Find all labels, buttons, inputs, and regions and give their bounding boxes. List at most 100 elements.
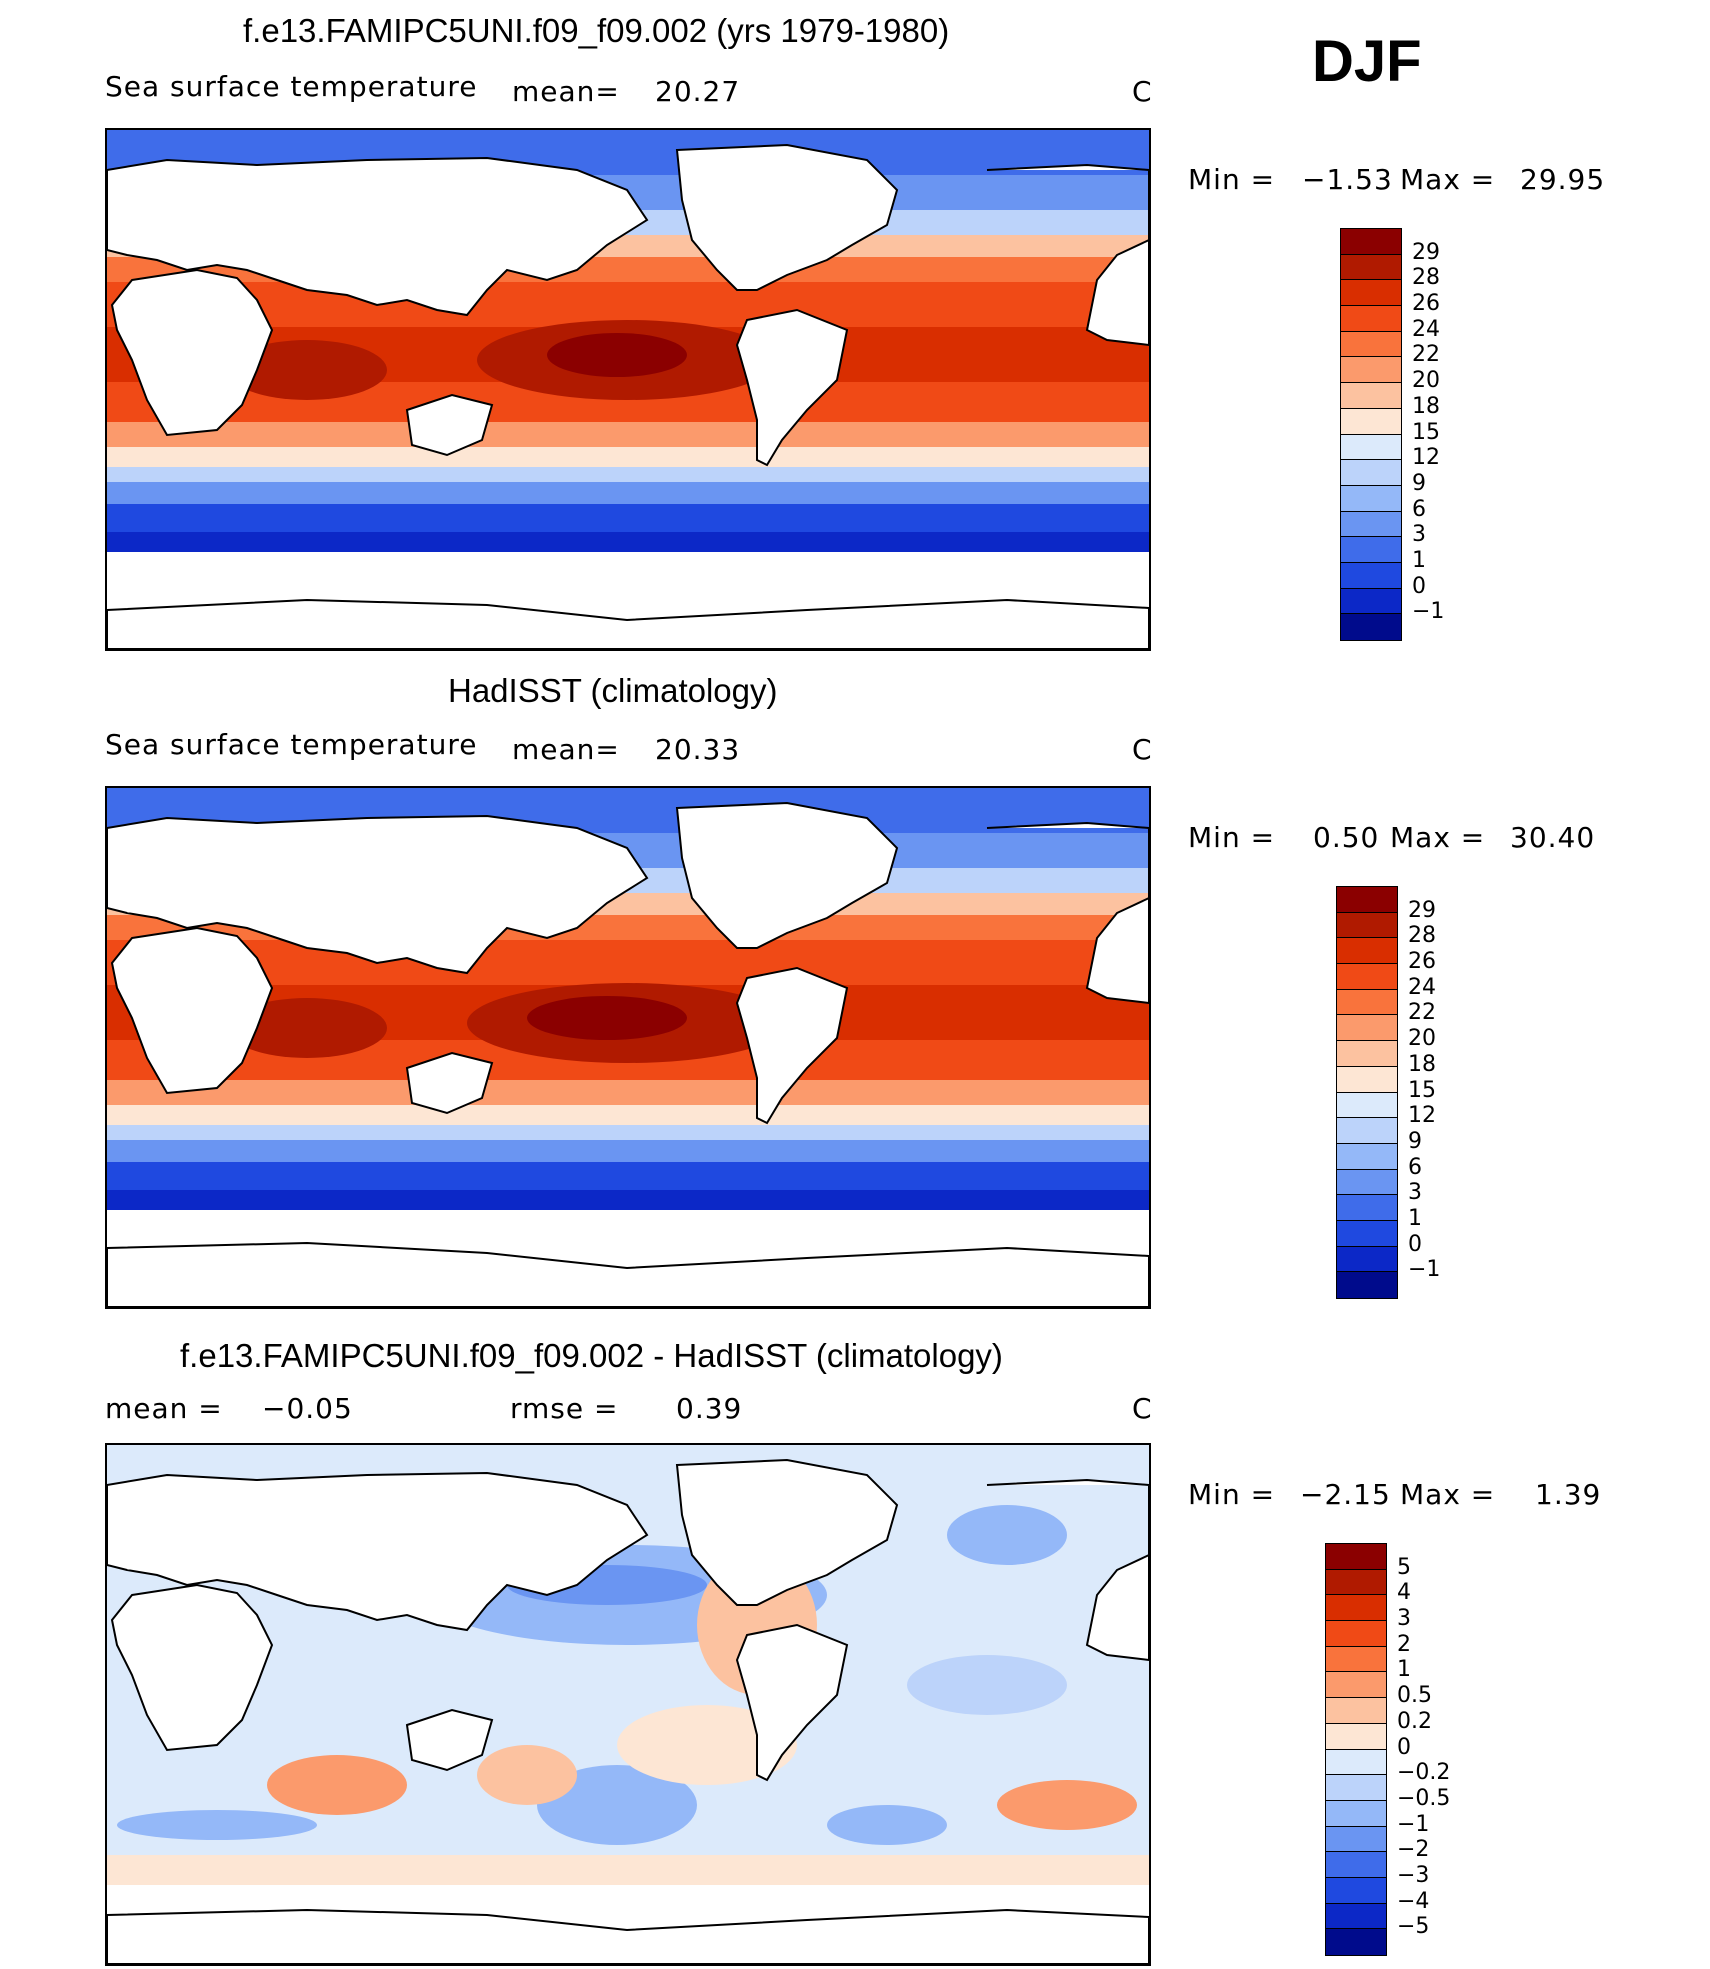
colorbar-tick-label: −4 xyxy=(1397,1888,1430,1914)
colorbar-tick-label: 1 xyxy=(1397,1657,1411,1683)
colorbar-swatch xyxy=(1326,1775,1386,1801)
panel-1-min-value: −1.53 xyxy=(1302,163,1393,196)
panel-2-map xyxy=(105,786,1151,1309)
panel-1-max-value: 29.95 xyxy=(1520,163,1606,196)
panel-1-colorbar xyxy=(1340,228,1402,641)
colorbar-swatch xyxy=(1341,562,1401,589)
colorbar-swatch xyxy=(1326,1544,1386,1570)
panel-2-variable-label: Sea surface temperature xyxy=(105,728,478,761)
colorbar-tick-label: 20 xyxy=(1412,368,1440,394)
panel-3-units: C xyxy=(1132,1392,1153,1425)
colorbar-swatch xyxy=(1341,254,1401,281)
colorbar-tick-label: 12 xyxy=(1408,1103,1436,1129)
colorbar-swatch xyxy=(1326,1698,1386,1724)
panel-3-rmse-value: 0.39 xyxy=(676,1392,743,1425)
colorbar-tick-label: −1 xyxy=(1397,1811,1430,1837)
colorbar-swatch xyxy=(1341,511,1401,538)
colorbar-swatch xyxy=(1337,1041,1397,1067)
colorbar-swatch xyxy=(1337,1092,1397,1119)
panel-2-colorbar xyxy=(1336,886,1398,1299)
colorbar-swatch xyxy=(1326,1646,1386,1673)
colorbar-swatch xyxy=(1341,357,1401,384)
colorbar-swatch xyxy=(1337,887,1397,913)
colorbar-swatch xyxy=(1326,1929,1386,1955)
colorbar-tick-label: 0 xyxy=(1397,1734,1411,1760)
panel-1-min-label: Min = xyxy=(1188,163,1276,196)
colorbar-swatch xyxy=(1326,1877,1386,1904)
colorbar-tick-label: 1 xyxy=(1408,1205,1422,1231)
colorbar-tick-label: 3 xyxy=(1408,1180,1422,1206)
colorbar-swatch xyxy=(1337,1195,1397,1221)
colorbar-swatch xyxy=(1337,912,1397,939)
colorbar-tick-label: 22 xyxy=(1408,1000,1436,1026)
colorbar-tick-label: 3 xyxy=(1397,1606,1411,1632)
panel-1-title: f.e13.FAMIPC5UNI.f09_f09.002 (yrs 1979-1… xyxy=(243,12,950,49)
panel-3-max-label: Max = xyxy=(1400,1478,1496,1511)
colorbar-swatch xyxy=(1337,1143,1397,1170)
colorbar-swatch xyxy=(1326,1749,1386,1776)
colorbar-swatch xyxy=(1326,1723,1386,1750)
colorbar-swatch xyxy=(1337,1066,1397,1093)
colorbar-swatch xyxy=(1326,1852,1386,1878)
panel-3-map xyxy=(105,1443,1151,1966)
colorbar-swatch xyxy=(1341,383,1401,409)
colorbar-tick-label: 20 xyxy=(1408,1026,1436,1052)
colorbar-tick-label: 22 xyxy=(1412,342,1440,368)
panel-2-mean-label: mean= xyxy=(512,733,620,766)
colorbar-swatch xyxy=(1337,1272,1397,1298)
colorbar-swatch xyxy=(1341,229,1401,255)
panel-2-title: HadISST (climatology) xyxy=(448,672,778,709)
colorbar-tick-label: −0.5 xyxy=(1397,1785,1451,1811)
colorbar-tick-label: 6 xyxy=(1412,496,1426,522)
colorbar-swatch xyxy=(1341,614,1401,640)
colorbar-tick-label: 28 xyxy=(1412,265,1440,291)
colorbar-tick-label: −3 xyxy=(1397,1862,1430,1888)
panel-3-max-value: 1.39 xyxy=(1535,1478,1602,1511)
season-label: DJF xyxy=(1312,29,1422,94)
colorbar-tick-label: 24 xyxy=(1412,316,1440,342)
colorbar-tick-label: 18 xyxy=(1408,1051,1436,1077)
colorbar-tick-label: −1 xyxy=(1412,599,1445,625)
colorbar-swatch xyxy=(1341,280,1401,307)
colorbar-swatch xyxy=(1337,964,1397,990)
colorbar-tick-label: −5 xyxy=(1397,1914,1430,1940)
colorbar-swatch xyxy=(1337,989,1397,1016)
colorbar-swatch xyxy=(1341,306,1401,332)
colorbar-swatch xyxy=(1341,588,1401,615)
panel-1-mean-label: mean= xyxy=(512,75,620,108)
colorbar-tick-label: 2 xyxy=(1397,1631,1411,1657)
colorbar-swatch xyxy=(1337,1015,1397,1042)
colorbar-tick-label: 0 xyxy=(1408,1231,1422,1257)
panel-3-rmse-label: rmse = xyxy=(510,1392,619,1425)
colorbar-swatch xyxy=(1326,1672,1386,1699)
colorbar-swatch xyxy=(1341,331,1401,358)
colorbar-tick-label: 1 xyxy=(1412,547,1426,573)
colorbar-tick-label: 15 xyxy=(1408,1077,1436,1103)
colorbar-swatch xyxy=(1341,434,1401,461)
colorbar-tick-label: 24 xyxy=(1408,974,1436,1000)
panel-2-max-value: 30.40 xyxy=(1510,821,1596,854)
colorbar-swatch xyxy=(1341,408,1401,435)
colorbar-swatch xyxy=(1326,1595,1386,1622)
colorbar-swatch xyxy=(1337,938,1397,965)
colorbar-tick-label: 0.5 xyxy=(1397,1683,1432,1709)
panel-2-min-label: Min = xyxy=(1188,821,1276,854)
colorbar-tick-label: 5 xyxy=(1397,1554,1411,1580)
colorbar-swatch xyxy=(1337,1220,1397,1247)
colorbar-tick-label: 6 xyxy=(1408,1154,1422,1180)
colorbar-tick-label: 9 xyxy=(1408,1128,1422,1154)
colorbar-tick-label: −0.2 xyxy=(1397,1760,1451,1786)
panel-1-units: C xyxy=(1132,75,1153,108)
colorbar-tick-label: 28 xyxy=(1408,923,1436,949)
colorbar-tick-label: 26 xyxy=(1412,291,1440,317)
colorbar-tick-label: −2 xyxy=(1397,1837,1430,1863)
colorbar-swatch xyxy=(1326,1800,1386,1827)
colorbar-tick-label: 0.2 xyxy=(1397,1708,1432,1734)
colorbar-tick-label: 15 xyxy=(1412,419,1440,445)
colorbar-swatch xyxy=(1326,1903,1386,1930)
panel-2-mean-value: 20.33 xyxy=(655,733,741,766)
colorbar-swatch xyxy=(1337,1169,1397,1196)
colorbar-swatch xyxy=(1341,460,1401,486)
colorbar-tick-label: 0 xyxy=(1412,573,1426,599)
colorbar-tick-label: 9 xyxy=(1412,470,1426,496)
